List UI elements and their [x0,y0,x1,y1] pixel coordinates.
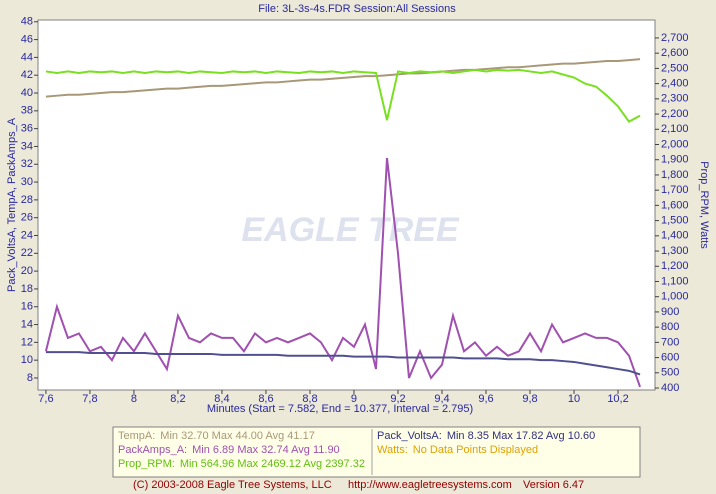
y-tick-label: 30 [21,176,33,188]
x-tick-label: 7,6 [38,393,53,405]
y-tick-label: 20 [21,265,33,277]
y2-tick-label: 1,600 [661,199,689,211]
y-tick-label: 10 [21,354,33,366]
x-tick-label: 8,4 [214,393,229,405]
y2-axis-label: Prop_RPM, Watts [698,161,710,249]
y2-tick-label: 900 [661,306,679,318]
x-tick-label: 9,2 [390,393,405,405]
y2-tick-label: 700 [661,336,679,348]
y2-tick-label: 2,400 [661,78,689,90]
legend-entry: Watts: No Data Points Displayed [377,444,538,456]
y-tick-label: 40 [21,87,33,99]
x-axis-label: Minutes (Start = 7.582, End = 10.377, In… [207,403,473,415]
y-tick-label: 18 [21,283,33,295]
legend-stats: Min 8.35 Max 17.82 Avg 10.60 [447,430,595,442]
y2-tick-label: 1,700 [661,184,689,196]
y2-tick-label: 2,700 [661,32,689,44]
y2-tick-label: 1,400 [661,230,689,242]
y2-tick-label: 400 [661,382,679,394]
series-line [45,68,641,123]
x-tick-label: 9,8 [522,393,537,405]
y-tick-label: 36 [21,123,33,135]
y2-tick-label: 1,900 [661,154,689,166]
y-tick-label: 14 [21,318,33,330]
legend-stats: Min 32.70 Max 44.00 Avg 41.17 [160,430,315,442]
y2-tick-label: 600 [661,351,679,363]
x-tick-label: 7,8 [82,393,97,405]
y2-tick-label: 2,600 [661,47,689,59]
legend-name: Prop_RPM: [118,458,175,470]
legend-entry: TempA: Min 32.70 Max 44.00 Avg 41.17 [118,430,315,442]
y2-tick-label: 2,300 [661,93,689,105]
x-tick-label: 10,2 [607,393,628,405]
x-tick-label: 8,8 [302,393,317,405]
y-tick-label: 26 [21,212,33,224]
legend-name: TempA: [118,430,155,442]
y2-tick-label: 1,300 [661,245,689,257]
x-tick-label: 9,6 [478,393,493,405]
y-tick-label: 12 [21,336,33,348]
y2-tick-label: 2,500 [661,62,689,74]
y-tick-label: 32 [21,158,33,170]
y2-tick-label: 1,100 [661,275,689,287]
footer-copyright: (C) 2003-2008 Eagle Tree Systems, LLC [133,479,332,491]
legend-name: PackAmps_A: [118,444,187,456]
legend-name: Watts: [377,444,408,456]
y-tick-label: 34 [21,140,33,152]
series-line [44,157,641,388]
y2-tick-label: 1,000 [661,291,689,303]
legend-note: No Data Points Displayed [413,444,538,456]
x-tick-label: 8 [131,393,137,405]
series-line [45,58,641,98]
x-tick-label: 8,2 [170,393,185,405]
y2-tick-label: 800 [661,321,679,333]
y2-tick-label: 2,200 [661,108,689,120]
y-tick-label: 24 [21,229,33,241]
y-tick-label: 8 [27,372,33,384]
legend-entry: Pack_VoltsA: Min 8.35 Max 17.82 Avg 10.60 [377,430,595,442]
series-line [45,351,641,376]
y-tick-label: 44 [21,51,33,63]
y-tick-label: 22 [21,247,33,259]
footer-version: Version 6.47 [523,479,584,491]
y-tick-label: 42 [21,69,33,81]
legend-stats: Min 564.96 Max 2469.12 Avg 2397.32 [180,458,365,470]
plot-area [37,19,656,391]
x-tick-label: 8,6 [258,393,273,405]
x-tick-label: 10 [568,393,580,405]
y-tick-label: 46 [21,33,33,45]
y-tick-label: 28 [21,194,33,206]
y-axis-label: Pack_VoltsA, TempA, PackAmps_A [6,117,18,292]
legend-name: Pack_VoltsA: [377,430,442,442]
y2-tick-label: 2,000 [661,138,689,150]
y2-tick-label: 1,500 [661,215,689,227]
legend-stats: Min 6.89 Max 32.74 Avg 11.90 [192,444,340,456]
y2-tick-label: 500 [661,367,679,379]
y2-tick-label: 2,100 [661,123,689,135]
legend-entry: Prop_RPM: Min 564.96 Max 2469.12 Avg 2397… [118,458,365,470]
chart-title: File: 3L-3s-4s.FDR Session:All Sessions [258,3,456,15]
y2-tick-label: 1,200 [661,260,689,272]
legend [112,426,641,478]
y-tick-label: 38 [21,105,33,117]
x-tick-label: 9 [351,393,357,405]
y2-tick-label: 1,800 [661,169,689,181]
y-tick-label: 48 [21,16,33,28]
footer-url: http://www.eagletreesystems.com [348,479,512,491]
y-tick-label: 16 [21,301,33,313]
x-tick-label: 9,4 [434,393,449,405]
legend-entry: PackAmps_A: Min 6.89 Max 32.74 Avg 11.90 [118,444,340,456]
watermark: EAGLE TREE [241,211,460,249]
